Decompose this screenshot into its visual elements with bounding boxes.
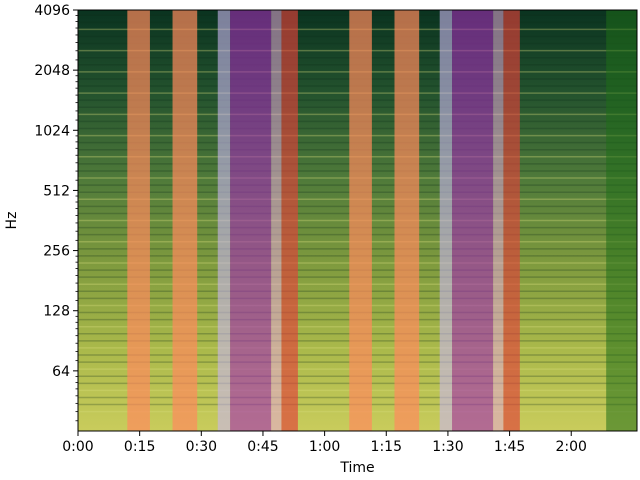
x-tick-label: 1:15	[371, 439, 402, 455]
x-tick-label: 1:45	[494, 439, 525, 455]
segment-band	[493, 10, 504, 431]
y-tick-label: 256	[43, 244, 70, 260]
segment-band	[394, 10, 420, 431]
segment-band	[217, 10, 231, 431]
y-tick-label: 64	[52, 364, 70, 380]
y-axis-label: Hz	[4, 212, 20, 230]
y-axis: 64 128 256 512 1024 2048 4096	[34, 3, 78, 422]
x-tick-label: 0:30	[186, 439, 217, 455]
x-axis: 0:00 0:15 0:30 0:45 1:00 1:15 1:30 1:45 2:00	[62, 431, 587, 455]
plot-area	[78, 10, 637, 431]
x-tick-label: 0:15	[124, 439, 155, 455]
segment-band	[281, 10, 298, 431]
x-tick-label: 2:00	[556, 439, 587, 455]
x-axis-label: Time	[339, 460, 374, 476]
segment-bands	[127, 10, 637, 431]
x-tick-label: 0:00	[62, 439, 93, 455]
segment-band	[503, 10, 520, 431]
y-tick-label: 128	[43, 304, 70, 320]
segment-band	[439, 10, 453, 431]
segment-band	[271, 10, 282, 431]
plot-frame	[77, 9, 638, 432]
segment-band	[127, 10, 150, 431]
y-tick-label: 2048	[34, 63, 70, 79]
x-tick-label: 1:30	[432, 439, 463, 455]
y-tick-label: 1024	[34, 123, 70, 139]
segment-band	[230, 10, 272, 431]
y-tick-label: 4096	[34, 3, 70, 19]
segment-band	[452, 10, 494, 431]
segment-band	[606, 10, 637, 431]
segment-band	[349, 10, 372, 431]
x-tick-label: 1:00	[309, 439, 340, 455]
segment-band	[172, 10, 198, 431]
y-tick-label: 512	[43, 183, 70, 199]
x-tick-label: 0:45	[247, 439, 278, 455]
